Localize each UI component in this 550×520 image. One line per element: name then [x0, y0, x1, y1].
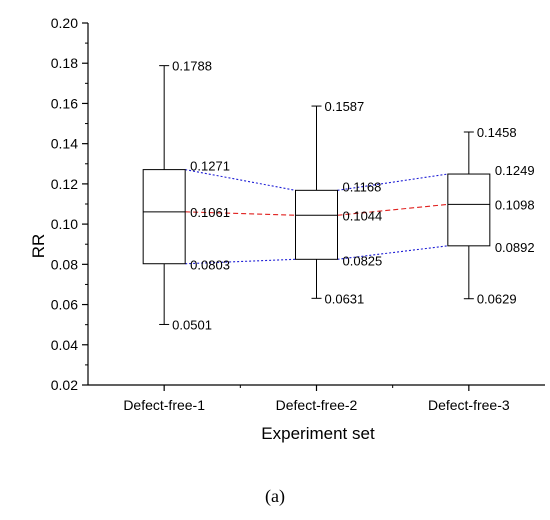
q1-connector-line: [185, 258, 296, 265]
q3-connector-line: [185, 169, 296, 191]
figure-caption: (a): [265, 486, 285, 507]
x-tick-label: Defect-free-1: [123, 397, 205, 413]
value-labels: 0.1788 0.0501 0.1271 0.1061 0.0803 0.1587 0.06…: [172, 59, 534, 333]
box-3: [447, 131, 491, 300]
y-tick-label: 0.16: [51, 95, 78, 111]
max-value-label: 0.1788: [172, 59, 212, 74]
q3-connector-line: [337, 173, 448, 191]
max-value-label: 0.1587: [325, 99, 365, 114]
y-tick-label: 0.20: [51, 15, 78, 31]
x-tick-label: Defect-free-2: [276, 397, 358, 413]
y-tick-label: 0.12: [51, 176, 78, 192]
median-value-label: 0.1098: [495, 197, 535, 212]
iqr-box: [295, 189, 338, 260]
y-tick-label: 0.18: [51, 55, 78, 71]
median-connector-line: [337, 203, 448, 216]
q3-value-label: 0.1168: [343, 179, 382, 194]
q3-value-label: 0.1249: [495, 163, 535, 178]
iqr-box: [142, 169, 186, 265]
boxes: [142, 65, 491, 325]
x-tick-label: Defect-free-3: [428, 397, 510, 413]
box-2: [295, 105, 338, 299]
y-tick-label: 0.10: [51, 216, 78, 232]
q1-value-label: 0.0803: [190, 258, 230, 273]
y-tick-label: 0.04: [51, 337, 78, 353]
min-value-label: 0.0629: [477, 292, 517, 307]
y-tick-label: 0.06: [51, 297, 78, 313]
max-value-label: 0.1458: [477, 125, 517, 140]
q3-value-label: 0.1271: [190, 159, 230, 174]
y-tick-label: 0.08: [51, 256, 78, 272]
q1-connector-line: [337, 245, 448, 260]
min-value-label: 0.0631: [325, 291, 365, 306]
connector-lines: [185, 169, 448, 265]
iqr-box: [447, 173, 491, 247]
q1-value-label: 0.0825: [343, 253, 383, 268]
x-axis-title: Experiment set: [261, 424, 375, 443]
y-tick-label: 0.14: [51, 136, 78, 152]
median-value-label: 0.1061: [190, 205, 230, 220]
q1-value-label: 0.0892: [495, 240, 535, 255]
median-connector-line: [185, 211, 296, 216]
median-value-label: 0.1044: [343, 208, 383, 223]
y-tick-label: 0.02: [51, 377, 78, 393]
min-value-label: 0.0501: [172, 317, 212, 332]
box-1: [142, 65, 186, 325]
axes: 0.02 0.04 0.06 0.08 0.10 0.12 0.14 0.16 0.18 0.20…: [51, 15, 545, 413]
y-axis-title: RR: [29, 234, 48, 259]
